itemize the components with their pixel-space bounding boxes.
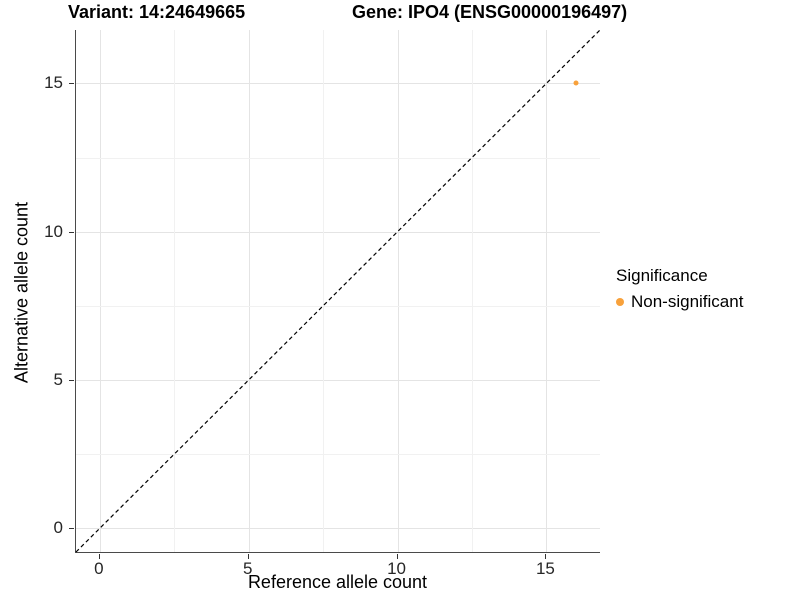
y-tick-label: 5 [53,369,63,389]
gridline-major-v [99,30,101,552]
y-tick-mark [69,379,74,381]
gridline-minor-h [76,157,600,159]
x-tick-mark [396,554,398,559]
gridline-minor-v [323,30,325,552]
title-gene: Gene: IPO4 (ENSG00000196497) [352,2,628,22]
gridline-major-h [76,379,600,381]
legend: Significance Non-significant [616,266,743,312]
y-axis-title: Alternative allele count [11,201,32,384]
y-tick-mark [69,528,74,530]
plot-title: Variant: 14:24649665 Gene: IPO4 (ENSG000… [0,0,800,24]
y-axis: 0 5 10 15 [0,30,74,553]
gridline-major-h [76,83,600,85]
gridline-minor-h [76,305,600,307]
y-tick-label: 15 [44,73,63,93]
legend-item: Non-significant [616,292,743,312]
y-tick-mark [69,83,74,85]
plot-panel [75,29,601,553]
x-tick-label: 10 [387,559,406,578]
identity-line [75,29,601,553]
y-tick-mark [69,231,74,233]
gridline-minor-v [174,30,176,552]
gridline-major-h [76,231,600,233]
gridline-major-h [76,528,600,530]
x-tick-label: 15 [535,559,555,578]
gridline-major-v [546,30,548,552]
data-point [573,80,579,86]
title-variant: Variant: 14:24649665 [68,2,246,22]
gridline-minor-v [471,30,473,552]
gridline-major-v [397,30,399,552]
legend-point-icon [616,298,624,306]
y-tick-label: 10 [44,221,63,241]
y-tick-label: 0 [53,518,63,538]
gridline-minor-h [76,454,600,456]
x-tick-mark [545,554,547,559]
gridline-major-v [248,30,250,552]
x-tick-label: 5 [242,559,253,578]
x-tick-label: 0 [94,559,104,578]
x-axis-title: Reference allele count [247,572,428,592]
legend-item-label: Non-significant [631,292,744,311]
legend-title: Significance [616,266,708,285]
x-axis: 0 5 10 15 [75,554,600,594]
x-tick-mark [98,554,100,559]
x-tick-mark [247,554,249,559]
